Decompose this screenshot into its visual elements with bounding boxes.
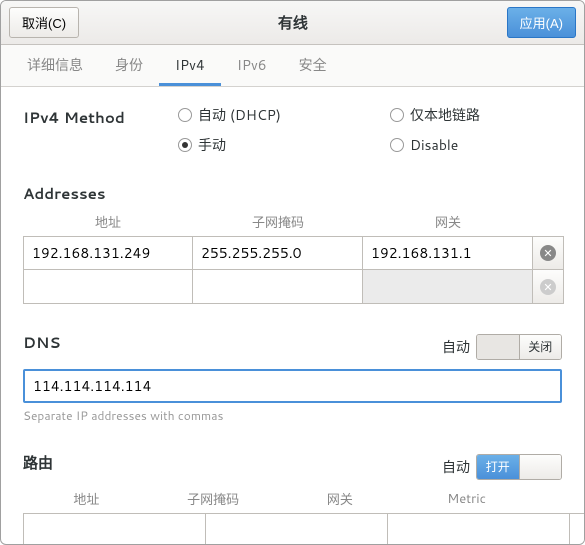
radio-label: 手动 xyxy=(198,135,226,155)
dns-title: DNS xyxy=(23,332,61,353)
radio-label: Disable xyxy=(410,135,458,155)
dns-auto-switch[interactable]: 关闭 xyxy=(476,334,562,360)
switch-right xyxy=(519,455,562,479)
close-icon: ✕ xyxy=(540,279,556,295)
content-area: IPv4 Method 自动 (DHCP) 仅本地链路 手动 Disable xyxy=(1,87,584,544)
address-row: ✕ xyxy=(23,236,562,270)
dns-input[interactable] xyxy=(23,369,562,403)
cancel-button[interactable]: 取消(C) xyxy=(9,7,79,38)
switch-left xyxy=(477,335,519,359)
tab-bar: 详细信息 身份 IPv4 IPv6 安全 xyxy=(1,45,584,87)
titlebar: 取消(C) 有线 应用(A) xyxy=(1,1,584,45)
dns-auto-toggle: 自动 关闭 xyxy=(442,334,562,360)
routes-title: 路由 xyxy=(23,452,53,473)
radio-label: 仅本地链路 xyxy=(410,105,480,125)
method-radio-manual[interactable]: 手动 xyxy=(178,135,350,155)
gateway-input[interactable] xyxy=(362,270,533,304)
netmask-input[interactable] xyxy=(192,270,363,304)
addresses-headers: 地址 子网掩码 网关 xyxy=(23,212,562,236)
close-icon: ✕ xyxy=(540,245,556,261)
ipv4-method-section: IPv4 Method 自动 (DHCP) 仅本地链路 手动 Disable xyxy=(23,105,562,155)
addresses-title: Addresses xyxy=(23,183,562,204)
route-netmask-input[interactable] xyxy=(205,513,388,544)
switch-left: 打开 xyxy=(477,455,519,479)
method-radio-disable[interactable]: Disable xyxy=(390,135,562,155)
route-address-input[interactable] xyxy=(23,513,206,544)
tab-identity[interactable]: 身份 xyxy=(99,45,159,86)
address-input[interactable] xyxy=(23,236,193,270)
radio-label: 自动 (DHCP) xyxy=(198,105,281,125)
route-gateway-input[interactable] xyxy=(387,513,570,544)
tab-security[interactable]: 安全 xyxy=(283,45,343,86)
header-netmask: 子网掩码 xyxy=(193,212,363,236)
dns-hint: Separate IP addresses with commas xyxy=(23,407,562,424)
addresses-section: Addresses 地址 子网掩码 网关 ✕ ✕ xyxy=(23,183,562,304)
tab-ipv6[interactable]: IPv6 xyxy=(221,45,283,86)
header-netmask: 子网掩码 xyxy=(150,489,277,513)
routes-auto-label: 自动 xyxy=(442,457,470,477)
delete-row-button: ✕ xyxy=(532,270,564,304)
address-row-empty: ✕ xyxy=(23,270,562,304)
radio-icon xyxy=(178,138,192,152)
routes-section: 路由 自动 打开 地址 子网掩码 网关 Metric xyxy=(23,452,562,544)
route-metric-input[interactable] xyxy=(569,513,584,544)
network-settings-dialog: 取消(C) 有线 应用(A) 详细信息 身份 IPv4 IPv6 安全 IPv4… xyxy=(0,0,585,545)
ipv4-method-label: IPv4 Method xyxy=(23,105,178,128)
header-gateway: 网关 xyxy=(363,212,533,236)
header-address: 地址 xyxy=(23,489,150,513)
tab-details[interactable]: 详细信息 xyxy=(11,45,99,86)
netmask-input[interactable] xyxy=(192,236,363,270)
tab-ipv4[interactable]: IPv4 xyxy=(159,45,221,86)
address-input[interactable] xyxy=(23,270,193,304)
method-radio-auto[interactable]: 自动 (DHCP) xyxy=(178,105,350,125)
header-gateway: 网关 xyxy=(277,489,404,513)
window-title: 有线 xyxy=(278,12,308,33)
delete-row-button[interactable]: ✕ xyxy=(532,236,564,270)
ipv4-method-options: 自动 (DHCP) 仅本地链路 手动 Disable xyxy=(178,105,562,155)
apply-button[interactable]: 应用(A) xyxy=(507,7,576,38)
radio-icon xyxy=(390,138,404,152)
routes-headers: 地址 子网掩码 网关 Metric xyxy=(23,489,562,513)
gateway-input[interactable] xyxy=(362,236,533,270)
dns-section: DNS 自动 关闭 Separate IP addresses with com… xyxy=(23,332,562,424)
route-row-empty: ✕ xyxy=(23,513,562,544)
routes-auto-toggle: 自动 打开 xyxy=(442,454,562,480)
radio-icon xyxy=(178,108,192,122)
header-address: 地址 xyxy=(23,212,193,236)
radio-icon xyxy=(390,108,404,122)
routes-auto-switch[interactable]: 打开 xyxy=(476,454,562,480)
header-metric: Metric xyxy=(403,490,530,512)
dns-auto-label: 自动 xyxy=(442,337,470,357)
method-radio-linklocal[interactable]: 仅本地链路 xyxy=(390,105,562,125)
switch-right: 关闭 xyxy=(519,335,562,359)
